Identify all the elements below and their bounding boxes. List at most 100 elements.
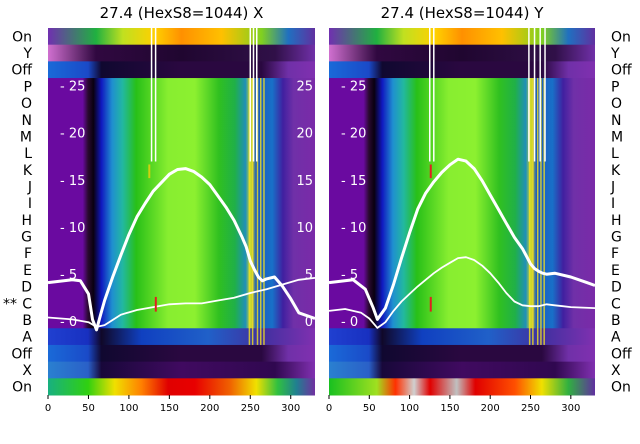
- heatmap-row: [329, 111, 595, 129]
- heatmap-row: [48, 244, 315, 263]
- heatmap-row: [48, 144, 315, 162]
- row-label: On: [12, 380, 32, 396]
- heatmap-row: [48, 94, 315, 112]
- x-tick-label: 250: [241, 403, 260, 414]
- row-label: J: [27, 179, 32, 195]
- row-label: On: [611, 29, 631, 45]
- chart-title: 27.4 (HexS8=1044) X: [100, 4, 264, 22]
- row-label: A: [611, 330, 621, 346]
- x-tick-label: 100: [400, 403, 419, 414]
- row-label: E: [23, 263, 32, 279]
- heatmap-stripe: [528, 78, 531, 345]
- y-tick-label: - 0: [341, 315, 358, 330]
- row-label: On: [12, 29, 32, 45]
- row-label: Off: [11, 346, 32, 362]
- y-tick-label: - 20: [60, 127, 85, 142]
- heatmap-row: [48, 344, 315, 363]
- row-label: F: [24, 246, 32, 262]
- row-label: N: [22, 113, 32, 129]
- row-label: M: [20, 129, 32, 145]
- row-label: K: [23, 163, 33, 179]
- heatmap-row: [48, 378, 315, 396]
- row-label: Off: [611, 63, 632, 79]
- row-label: H: [611, 213, 622, 229]
- row-label: L: [24, 146, 32, 162]
- series-line-2: [47, 277, 316, 328]
- heatmap-panel-2: 27.4 (HexS8=1044) Y - 0 - 5 - 10 - 15 - 20 - 2…: [326, 4, 596, 414]
- heatmap-row: [329, 211, 595, 229]
- heatmap-row: [329, 361, 595, 379]
- marker-small: [148, 164, 151, 179]
- heatmap-row: [329, 61, 595, 79]
- row-label: K: [611, 163, 621, 179]
- y-tick-label: - 25: [341, 80, 366, 95]
- heatmap-row: [48, 78, 315, 96]
- row-label: P: [24, 79, 32, 95]
- heatmap-row: [329, 244, 595, 263]
- row-label: X: [611, 363, 621, 379]
- marker-red: [154, 296, 157, 312]
- row-label: On: [611, 380, 631, 396]
- axis-labels: OnYOffPONMLKJIHGFEDCBAOffXOn**OnYOffPONM…: [3, 29, 632, 395]
- heatmap-stripe: [263, 78, 265, 345]
- heatmap-row: [329, 194, 595, 212]
- row-label: B: [22, 313, 32, 329]
- heatmap-row: [48, 194, 315, 212]
- heatmap-row: [48, 111, 315, 129]
- row-label: O: [611, 96, 622, 112]
- heatmap-stripe: [536, 78, 539, 345]
- x-tick-label: 0: [45, 403, 51, 414]
- y-tick-label: - 20: [341, 127, 366, 142]
- x-tick-label: 50: [363, 403, 376, 414]
- row-label: I: [28, 196, 32, 212]
- heatmap-row: [329, 44, 595, 62]
- x-tick-label: 150: [440, 403, 459, 414]
- heatmap-row: [48, 211, 315, 229]
- heatmap-row: [329, 161, 595, 179]
- row-label: C: [611, 296, 621, 312]
- heatmap-row: [329, 228, 595, 246]
- row-label: H: [21, 213, 32, 229]
- y-tick-label: - 10: [341, 221, 366, 236]
- chart-title: 27.4 (HexS8=1044) Y: [381, 4, 545, 22]
- heatmap-row: [48, 28, 315, 46]
- x-tick-label: 50: [82, 403, 95, 414]
- heatmap-stripe: [256, 78, 259, 345]
- row-label: D: [611, 280, 622, 296]
- row-label: J: [610, 179, 615, 195]
- y-tick-label: - 10: [60, 221, 85, 236]
- heatmap-row: [329, 261, 595, 279]
- heatmap-stripe: [543, 78, 545, 345]
- y-tick-label-right: 10: [296, 221, 313, 236]
- heatmap-row: [329, 344, 595, 363]
- heatmap-row: [329, 178, 595, 196]
- row-label: D: [21, 280, 32, 296]
- heatmap-row: [329, 128, 595, 146]
- row-label: B: [611, 313, 621, 329]
- y-tick-label: - 15: [60, 174, 85, 189]
- heatmap-row: [329, 311, 595, 329]
- heatmap-panel-1: 27.4 (HexS8=1044) X - 0 0 - 5 5 - 10 10 - 15 15 -…: [45, 4, 316, 414]
- marker-red: [429, 296, 432, 312]
- y-tick-label-right: 25: [296, 80, 313, 95]
- x-tick-label: 250: [521, 403, 540, 414]
- heatmap-row: [329, 28, 595, 46]
- y-tick-label: - 5: [60, 268, 77, 283]
- y-tick-label-right: 15: [296, 174, 313, 189]
- heatmap-row: [329, 278, 595, 296]
- heatmap-stripe: [248, 78, 251, 345]
- row-label: X: [22, 363, 32, 379]
- x-tick-label: 300: [281, 403, 300, 414]
- y-tick-label-right: 20: [296, 127, 313, 142]
- heatmap-panels: 27.4 (HexS8=1044) X - 0 0 - 5 5 - 10 10 - 15 15 -…: [45, 4, 596, 414]
- heatmap-row: [48, 311, 315, 329]
- x-tick-label: 200: [481, 403, 500, 414]
- y-tick-label: - 25: [60, 80, 85, 95]
- heatmap-row: [48, 228, 315, 246]
- y-tick-label: - 15: [341, 174, 366, 189]
- series-line-2: [328, 256, 596, 329]
- heatmap-stripe: [259, 78, 262, 345]
- x-tick-label: 150: [160, 403, 179, 414]
- y-tick-label: - 5: [341, 268, 358, 283]
- series-line-1: [47, 167, 316, 332]
